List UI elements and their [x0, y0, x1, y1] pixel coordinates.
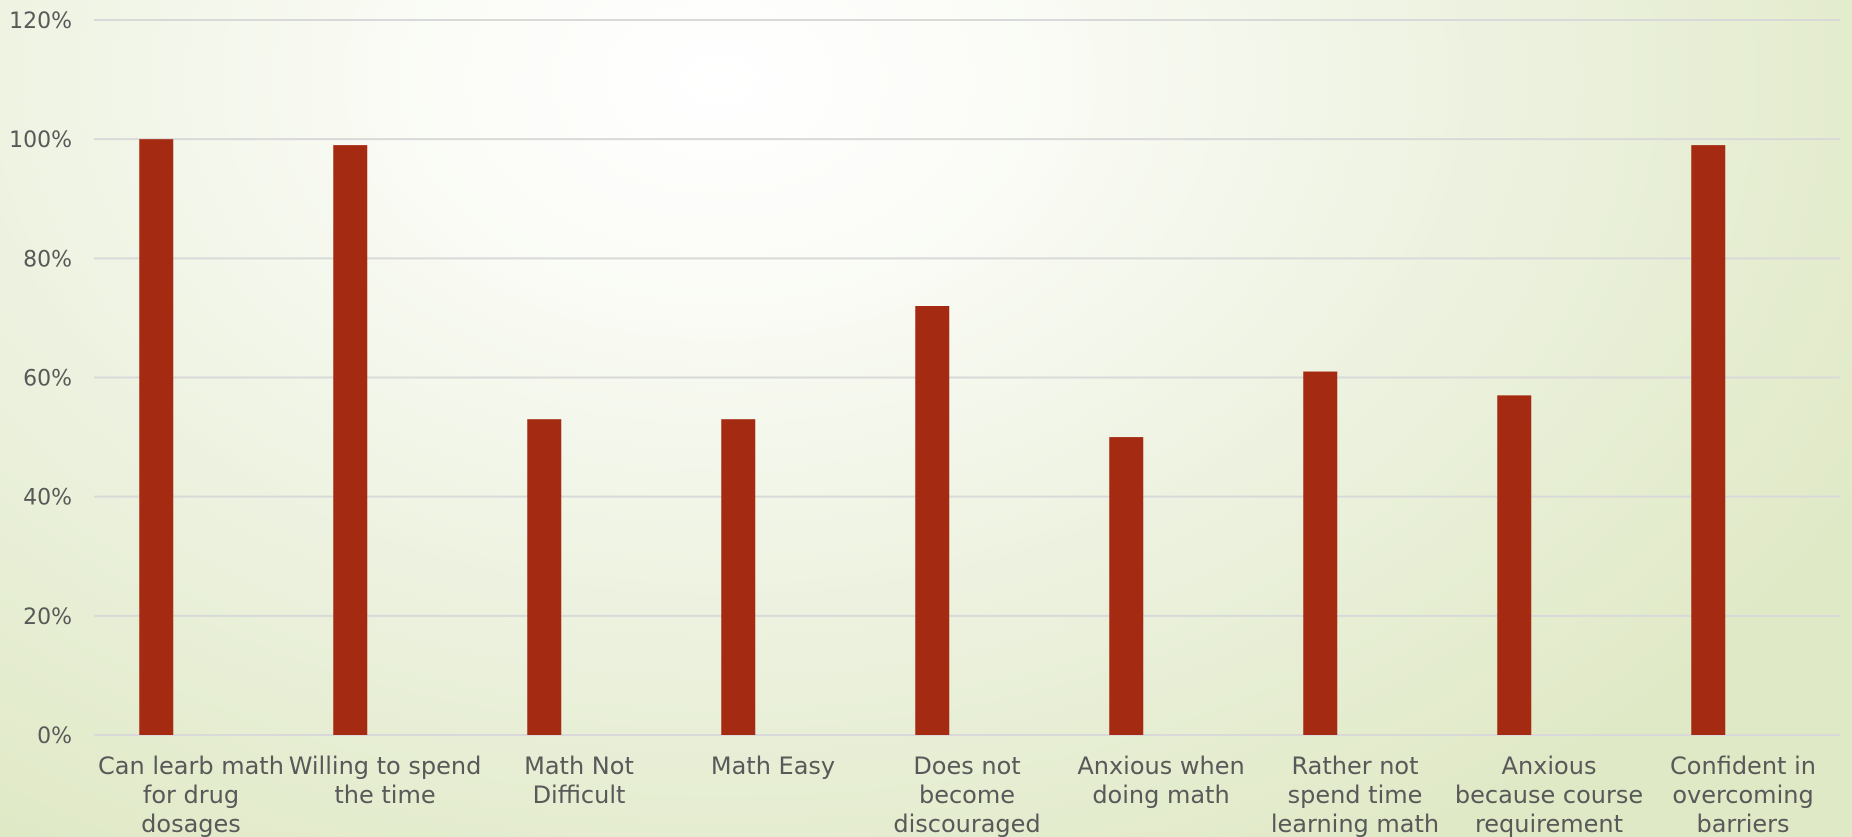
y-tick-label: 20% [23, 605, 72, 630]
x-category-label: Math Easy [711, 752, 835, 780]
y-tick-label: 40% [23, 486, 72, 511]
bar [527, 419, 562, 735]
x-category-label: Math Not Difficult [524, 752, 634, 809]
bar [1109, 437, 1144, 735]
x-category-label: Confident in overcoming barriers [1670, 752, 1816, 837]
y-tick-label: 0% [37, 724, 72, 749]
y-tick-label: 100% [9, 128, 72, 153]
bar [721, 419, 756, 735]
x-category-label: Willing to spend the time [289, 752, 482, 809]
bar [139, 139, 174, 735]
bar [1497, 395, 1532, 735]
y-tick-label: 120% [9, 9, 72, 34]
bar [333, 145, 368, 735]
x-category-label: Can learb math for drug dosages [98, 752, 284, 837]
x-category-label: Anxious when doing math [1077, 752, 1244, 809]
y-tick-label: 60% [23, 367, 72, 392]
bar [1691, 145, 1726, 735]
bar [1303, 371, 1338, 735]
y-tick-label: 80% [23, 247, 72, 272]
x-category-label: Anxious because course requirement [1455, 752, 1643, 837]
x-category-label: Rather not spend time learning math [1271, 752, 1439, 837]
x-category-label: Does not become discouraged [893, 752, 1040, 837]
bar [915, 306, 950, 735]
